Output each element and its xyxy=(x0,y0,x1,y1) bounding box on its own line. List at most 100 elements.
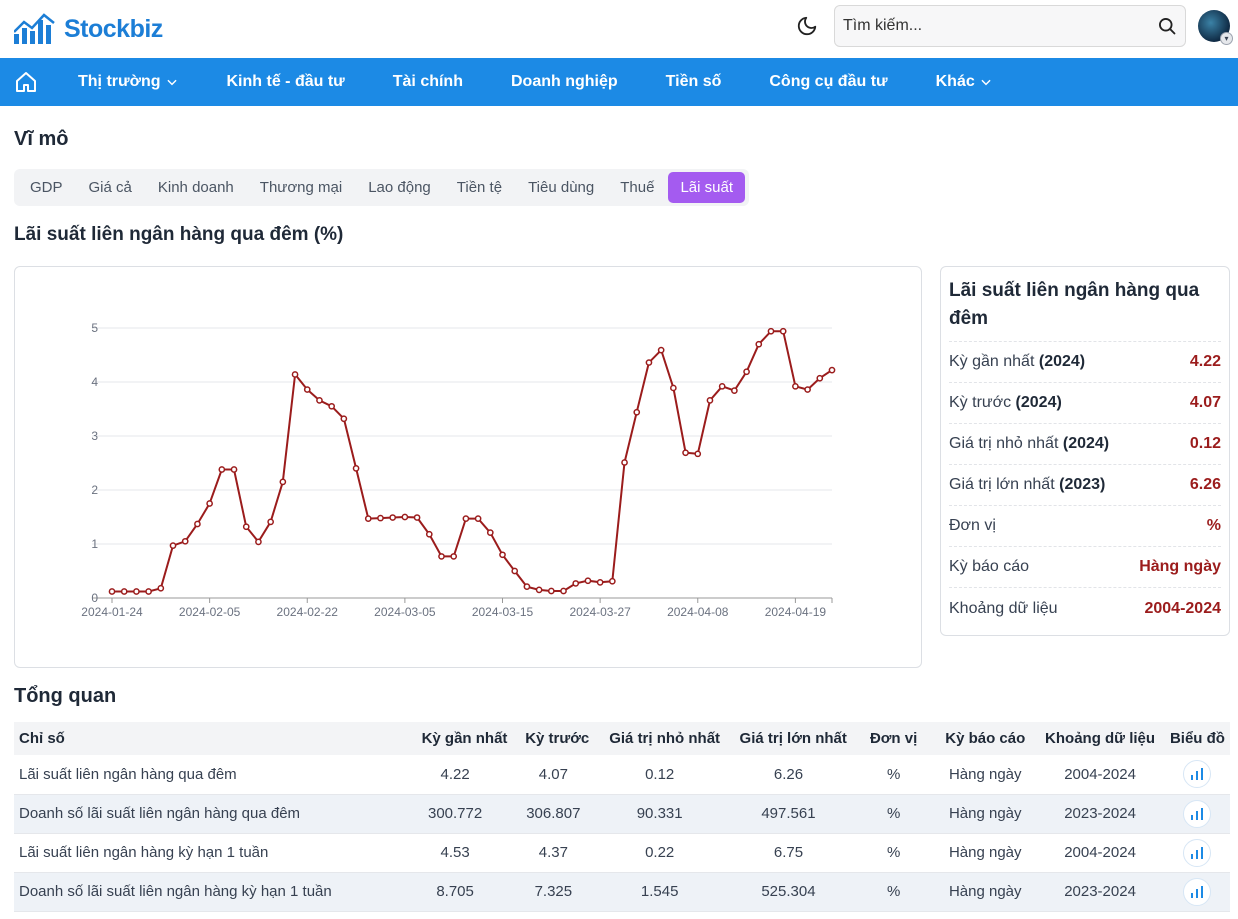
nav-item-label: Tiền số xyxy=(665,73,722,90)
cell-unit: % xyxy=(851,794,936,834)
home-button[interactable] xyxy=(14,69,40,95)
column-header: Giá trị lớn nhất xyxy=(725,722,852,755)
data-point xyxy=(755,340,763,348)
data-point xyxy=(389,514,397,521)
tab-tien-te[interactable]: Tiền tệ xyxy=(456,179,503,196)
data-point xyxy=(291,371,299,378)
nav-item-cong-cu[interactable]: Công cụ đầu tư xyxy=(769,73,887,91)
bar-chart-icon xyxy=(1191,885,1204,898)
cell-previous: 4.37 xyxy=(512,833,595,873)
data-point xyxy=(401,513,409,521)
data-point xyxy=(743,368,750,376)
search-box xyxy=(834,5,1186,47)
tab-gia-ca[interactable]: Giá cả xyxy=(88,179,132,196)
view-chart-button[interactable] xyxy=(1183,877,1212,906)
data-point xyxy=(596,578,604,586)
page-title: Vĩ mô xyxy=(14,128,69,150)
data-point xyxy=(255,538,262,546)
x-tick-label: 2024-03-27 xyxy=(569,605,631,619)
data-point xyxy=(670,384,677,392)
data-point xyxy=(145,588,152,595)
column-header: Kỳ báo cáo xyxy=(935,722,1036,755)
tab-gdp[interactable]: GDP xyxy=(30,179,63,196)
tab-tieu-dung[interactable]: Tiêu dùng xyxy=(528,179,595,196)
cell-frequency: Hàng ngày xyxy=(935,872,1036,912)
data-point xyxy=(816,374,824,382)
nav-item-label: Kinh tế - đầu tư xyxy=(226,73,345,90)
data-point xyxy=(218,466,226,473)
main-navbar: Thị trường Kinh tế - đầu tư Tài chính Do… xyxy=(0,58,1238,106)
nav-item-kinh-te[interactable]: Kinh tế - đầu tư xyxy=(227,73,345,91)
search-icon[interactable] xyxy=(1157,16,1177,36)
column-header: Đơn vị xyxy=(851,722,936,755)
nav-item-thi-truong[interactable]: Thị trường xyxy=(78,73,179,91)
tab-lai-suat[interactable]: Lãi suất xyxy=(668,172,745,203)
data-point xyxy=(181,537,189,545)
data-point xyxy=(694,450,702,458)
cell-range: 2023-2024 xyxy=(1035,794,1165,834)
cell-indicator[interactable]: Doanh số lãi suất liên ngân hàng kỳ hạn … xyxy=(14,872,398,912)
cell-min: 1.545 xyxy=(594,872,726,912)
logo-text: Stockbiz xyxy=(64,14,163,43)
tab-thuong-mai[interactable]: Thương mại xyxy=(259,179,343,196)
data-point xyxy=(267,518,274,526)
search-input[interactable] xyxy=(843,17,1133,35)
data-point xyxy=(108,588,116,595)
chevron-down-icon xyxy=(166,79,177,86)
chevron-down-icon xyxy=(981,79,991,86)
chevron-down-icon: ▾ xyxy=(1220,32,1233,45)
view-chart-button[interactable] xyxy=(1183,799,1212,828)
column-header: Giá trị nhỏ nhất xyxy=(594,722,726,755)
summary-value: % xyxy=(1206,517,1221,534)
series-line xyxy=(112,330,833,593)
summary-row: Giá trị nhỏ nhất (2024) 0.12 xyxy=(949,424,1221,465)
y-tick-label: 2 xyxy=(91,483,98,497)
data-point xyxy=(242,523,250,531)
user-avatar[interactable]: ▾ xyxy=(1198,10,1233,45)
summary-year: (2023) xyxy=(1059,476,1106,493)
data-point xyxy=(706,397,714,404)
summary-row: Khoảng dữ liệu 2004-2024 xyxy=(949,588,1221,629)
logo[interactable]: Stockbiz xyxy=(14,12,163,46)
data-point xyxy=(303,386,311,393)
dark-mode-toggle[interactable] xyxy=(792,11,822,41)
tab-kinh-doanh[interactable]: Kinh doanh xyxy=(157,179,234,196)
cell-latest: 4.53 xyxy=(397,833,513,873)
cell-indicator[interactable]: Doanh số lãi suất liên ngân hàng qua đêm xyxy=(14,794,398,834)
data-point xyxy=(645,359,653,366)
cell-indicator[interactable]: Lãi suất liên ngân hàng qua đêm xyxy=(14,755,398,795)
summary-label: Khoảng dữ liệu xyxy=(949,599,1058,617)
data-point xyxy=(133,588,140,595)
nav-item-doanh-nghiep[interactable]: Doanh nghiệp xyxy=(511,73,618,91)
table-row: Doanh số lãi suất liên ngân hàng kỳ hạn … xyxy=(14,872,1230,912)
y-tick-label: 5 xyxy=(91,321,98,335)
view-chart-button[interactable] xyxy=(1183,760,1212,789)
summary-label: Giá trị lớn nhất xyxy=(949,476,1055,493)
summary-year: (2024) xyxy=(1062,435,1110,452)
nav-item-tai-chinh[interactable]: Tài chính xyxy=(393,73,463,91)
cell-unit: % xyxy=(851,755,936,795)
data-point xyxy=(120,588,128,595)
tab-thue[interactable]: Thuế xyxy=(620,179,655,196)
cell-min: 0.12 xyxy=(594,755,726,795)
chart-card: 0 1 2 3 4 5 2024-01-24 2024-02-05 2024-02-22 2024… xyxy=(14,266,922,668)
cell-indicator[interactable]: Lãi suất liên ngân hàng kỳ hạn 1 tuần xyxy=(14,833,398,873)
cell-latest: 4.22 xyxy=(397,755,513,795)
nav-item-tien-so[interactable]: Tiền số xyxy=(666,73,722,91)
data-point xyxy=(779,327,787,335)
nav-item-label: Doanh nghiệp xyxy=(510,73,618,90)
nav-item-label: Khác xyxy=(935,73,975,90)
view-chart-button[interactable] xyxy=(1183,838,1212,867)
nav-item-label: Thị trường xyxy=(78,73,161,90)
x-tick-label: 2024-03-15 xyxy=(472,605,534,619)
summary-title: Lãi suất liên ngân hàng qua đêm xyxy=(949,277,1221,342)
column-header: Chỉ số xyxy=(14,722,398,755)
top-header: Stockbiz ▾ xyxy=(0,0,1238,58)
bar-chart-icon xyxy=(1191,768,1204,781)
summary-value: 6.26 xyxy=(1189,476,1221,493)
cell-previous: 4.07 xyxy=(512,755,595,795)
nav-item-khac[interactable]: Khác xyxy=(936,73,993,91)
tab-lao-dong[interactable]: Lao động xyxy=(368,179,431,196)
x-tick-label: 2024-01-24 xyxy=(81,605,143,619)
table-row: Lãi suất liên ngân hàng qua đêm 4.22 4.0… xyxy=(14,755,1230,795)
